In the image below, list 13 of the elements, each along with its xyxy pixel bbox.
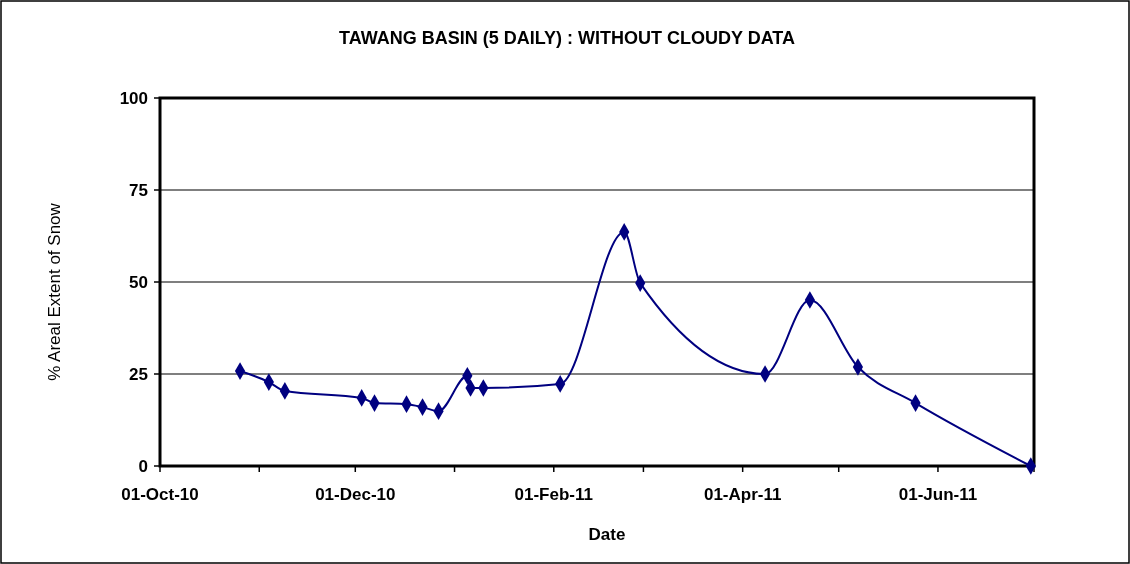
y-tick-label: 25 [129, 364, 148, 384]
chart-title: TAWANG BASIN (5 DAILY) : WITHOUT CLOUDY DATA [339, 28, 795, 48]
x-tick-label: 01-Apr-11 [703, 485, 782, 504]
x-tick-label: 01-Jun-11 [898, 485, 978, 504]
y-axis-title: % Areal Extent of Snow [45, 202, 64, 381]
x-tick-label: 01-Dec-10 [315, 485, 396, 504]
x-tick-label: 01-Feb-11 [514, 485, 593, 504]
x-axis-title: Date [588, 525, 626, 544]
y-tick-label: 50 [129, 272, 148, 292]
y-tick-label: 100 [119, 88, 148, 108]
x-tick-label: 01-Oct-10 [121, 485, 199, 504]
y-tick-label: 0 [138, 456, 148, 476]
y-tick-label: 75 [129, 180, 148, 200]
